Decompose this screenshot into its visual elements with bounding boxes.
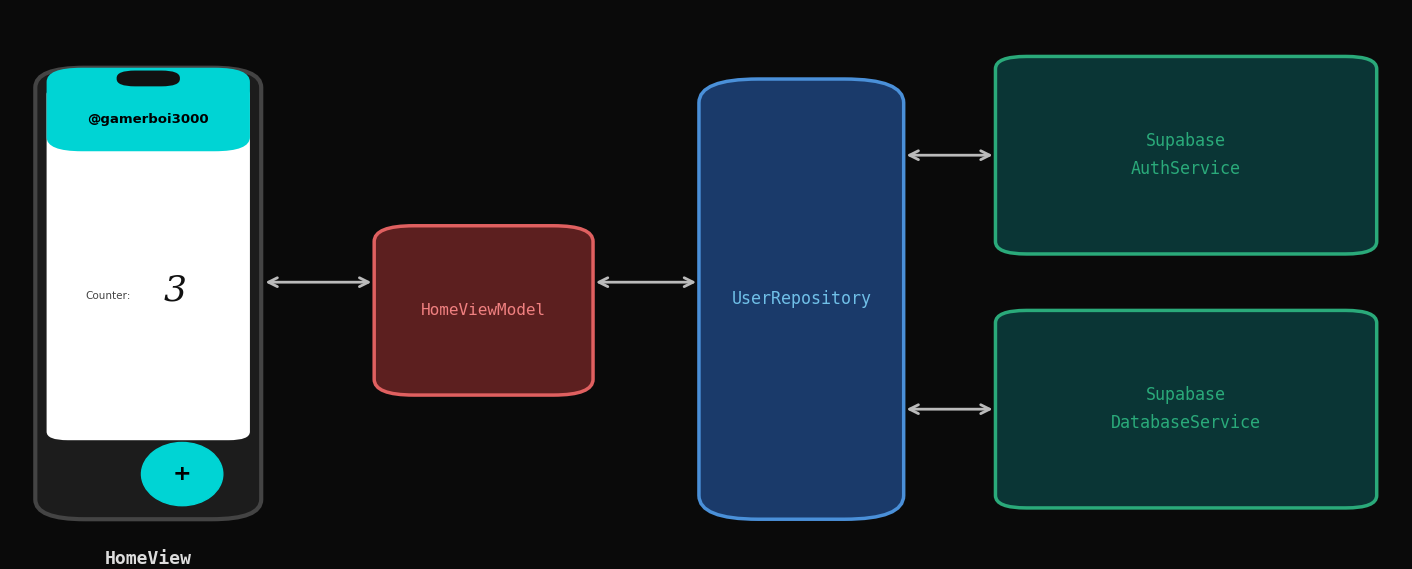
FancyBboxPatch shape [995, 311, 1377, 508]
FancyBboxPatch shape [47, 68, 250, 151]
Text: UserRepository: UserRepository [731, 290, 871, 308]
Text: HomeViewModel: HomeViewModel [421, 303, 546, 318]
Text: @gamerboi3000: @gamerboi3000 [88, 113, 209, 126]
FancyBboxPatch shape [47, 86, 250, 440]
FancyBboxPatch shape [374, 226, 593, 395]
FancyBboxPatch shape [117, 71, 179, 86]
Text: Counter:: Counter: [85, 291, 130, 301]
FancyBboxPatch shape [699, 79, 904, 519]
Text: HomeView: HomeView [104, 550, 192, 568]
FancyBboxPatch shape [35, 68, 261, 519]
Text: +: + [172, 464, 192, 484]
Ellipse shape [141, 443, 223, 506]
Text: Supabase
AuthService: Supabase AuthService [1131, 133, 1241, 178]
Text: Supabase
DatabaseService: Supabase DatabaseService [1111, 386, 1261, 432]
FancyBboxPatch shape [995, 56, 1377, 254]
Text: 3: 3 [164, 273, 186, 307]
